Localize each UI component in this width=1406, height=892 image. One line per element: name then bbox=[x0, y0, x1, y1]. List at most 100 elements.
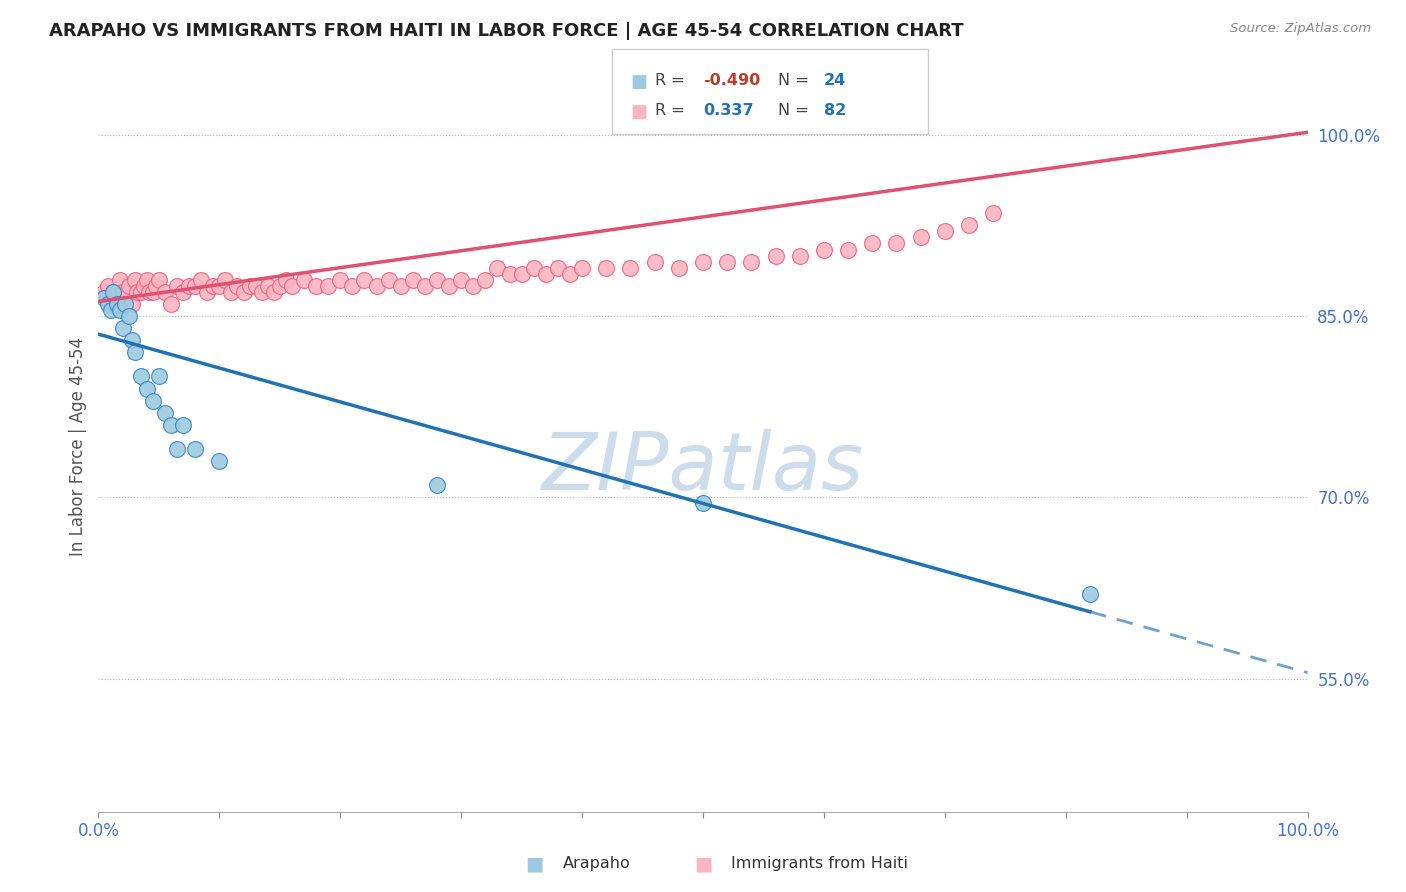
Point bbox=[498, 267, 520, 281]
Point bbox=[463, 278, 485, 293]
Point bbox=[108, 273, 131, 287]
Point bbox=[813, 243, 835, 257]
Point bbox=[195, 285, 218, 299]
Point bbox=[184, 442, 207, 456]
Point bbox=[202, 278, 225, 293]
Point bbox=[910, 230, 932, 244]
Point bbox=[129, 369, 152, 384]
Point bbox=[118, 309, 141, 323]
Point bbox=[124, 345, 146, 359]
Point bbox=[190, 273, 212, 287]
Point bbox=[692, 254, 714, 268]
Point bbox=[316, 278, 339, 293]
Point bbox=[389, 278, 412, 293]
Text: N =: N = bbox=[778, 73, 814, 88]
Point bbox=[437, 278, 460, 293]
Point bbox=[160, 297, 183, 311]
Text: -0.490: -0.490 bbox=[703, 73, 761, 88]
Point bbox=[148, 273, 170, 287]
Point bbox=[263, 285, 285, 299]
Y-axis label: In Labor Force | Age 45-54: In Labor Force | Age 45-54 bbox=[69, 336, 87, 556]
Point bbox=[101, 285, 124, 299]
Point bbox=[135, 382, 157, 396]
Point bbox=[886, 236, 908, 251]
Text: 24: 24 bbox=[824, 73, 846, 88]
Point bbox=[523, 260, 546, 275]
Text: R =: R = bbox=[655, 103, 690, 118]
Point bbox=[547, 260, 569, 275]
Point bbox=[274, 273, 297, 287]
Point bbox=[179, 278, 201, 293]
Point bbox=[114, 297, 136, 311]
Point bbox=[402, 273, 425, 287]
Point bbox=[226, 278, 249, 293]
Point bbox=[281, 278, 304, 293]
Point bbox=[93, 285, 115, 299]
Point bbox=[413, 278, 436, 293]
Point bbox=[121, 333, 143, 347]
Point bbox=[789, 249, 811, 263]
Point bbox=[105, 297, 128, 311]
Point bbox=[221, 285, 243, 299]
Point bbox=[644, 254, 666, 268]
Point bbox=[269, 278, 291, 293]
Point bbox=[740, 254, 762, 268]
Point bbox=[111, 285, 134, 299]
Point bbox=[172, 417, 194, 432]
Text: ■: ■ bbox=[630, 103, 647, 120]
Point bbox=[160, 417, 183, 432]
Text: Arapaho: Arapaho bbox=[562, 856, 630, 871]
Point bbox=[619, 260, 641, 275]
Point bbox=[129, 285, 152, 299]
Point bbox=[534, 267, 557, 281]
Point bbox=[93, 291, 115, 305]
Point bbox=[108, 303, 131, 318]
Text: 82: 82 bbox=[824, 103, 846, 118]
Point bbox=[114, 297, 136, 311]
Point bbox=[105, 285, 128, 299]
Point bbox=[111, 321, 134, 335]
Point bbox=[474, 273, 496, 287]
Point bbox=[214, 273, 236, 287]
Point bbox=[124, 273, 146, 287]
Point bbox=[353, 273, 375, 287]
Point bbox=[692, 496, 714, 510]
Point bbox=[208, 454, 231, 468]
Point bbox=[256, 278, 278, 293]
Point bbox=[981, 206, 1004, 220]
Point bbox=[142, 393, 165, 408]
Point bbox=[342, 278, 364, 293]
Text: ■: ■ bbox=[693, 854, 713, 873]
Text: 0.337: 0.337 bbox=[703, 103, 754, 118]
Text: ■: ■ bbox=[630, 73, 647, 91]
Point bbox=[1078, 587, 1101, 601]
Point bbox=[100, 303, 122, 318]
Point bbox=[837, 243, 859, 257]
Point bbox=[558, 267, 581, 281]
Point bbox=[97, 278, 120, 293]
Point bbox=[138, 285, 160, 299]
Text: ZIPatlas: ZIPatlas bbox=[541, 429, 865, 507]
Point bbox=[486, 260, 509, 275]
Point bbox=[716, 254, 738, 268]
Point bbox=[450, 273, 472, 287]
Text: ■: ■ bbox=[524, 854, 544, 873]
Point bbox=[510, 267, 533, 281]
Text: R =: R = bbox=[655, 73, 690, 88]
Point bbox=[118, 278, 141, 293]
Point bbox=[101, 285, 124, 299]
Point bbox=[305, 278, 328, 293]
Point bbox=[127, 285, 149, 299]
Text: Immigrants from Haiti: Immigrants from Haiti bbox=[731, 856, 908, 871]
Point bbox=[208, 278, 231, 293]
Point bbox=[292, 273, 315, 287]
Point bbox=[860, 236, 883, 251]
Point bbox=[142, 285, 165, 299]
Point bbox=[765, 249, 787, 263]
Point bbox=[329, 273, 352, 287]
Point bbox=[957, 219, 980, 233]
Text: ARAPAHO VS IMMIGRANTS FROM HAITI IN LABOR FORCE | AGE 45-54 CORRELATION CHART: ARAPAHO VS IMMIGRANTS FROM HAITI IN LABO… bbox=[49, 22, 965, 40]
Point bbox=[426, 273, 449, 287]
Point bbox=[245, 278, 267, 293]
Point bbox=[366, 278, 388, 293]
